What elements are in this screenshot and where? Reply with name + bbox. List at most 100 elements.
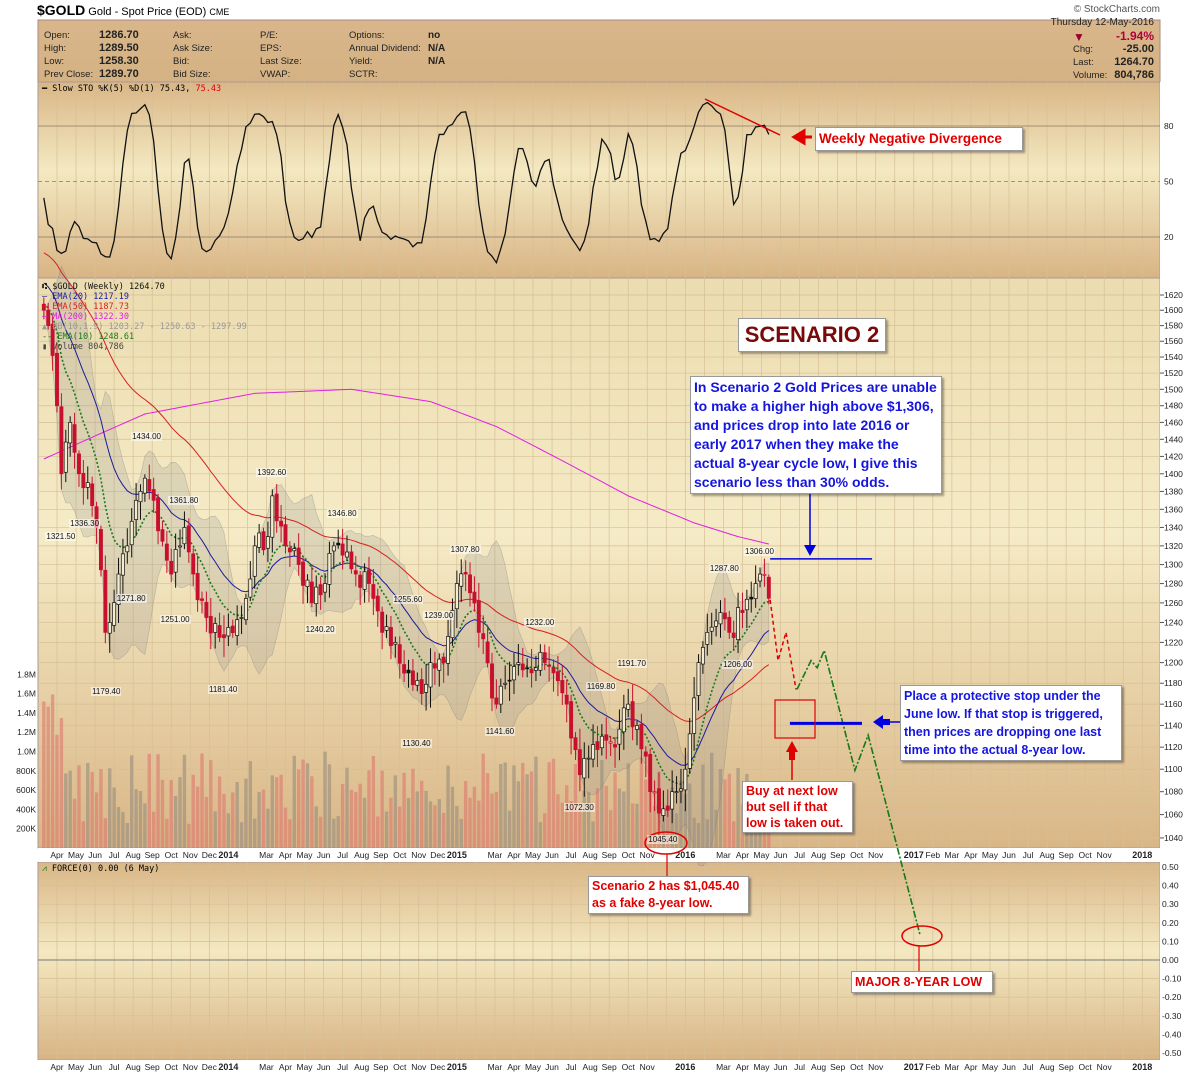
volume-bar (261, 789, 266, 848)
candle-body (700, 646, 705, 665)
price-tick-label: 1620 (1164, 290, 1183, 300)
volume-bar (494, 791, 499, 848)
month-label: Aug (126, 850, 141, 860)
month-label: Jul (337, 1062, 348, 1072)
month-label: Oct (165, 850, 179, 860)
month-label: Apr (736, 1062, 749, 1072)
candle-body (340, 543, 345, 556)
candle-body (687, 733, 692, 769)
candle-body (265, 536, 270, 549)
volume-bar (244, 778, 248, 848)
candle-body (547, 664, 552, 667)
month-label: Jun (88, 1062, 102, 1072)
volume-bar (349, 789, 354, 848)
price-tick-label: 1400 (1164, 469, 1183, 479)
volume-bar (42, 701, 46, 848)
volume-tick-label: 1.6M (17, 689, 36, 699)
candle-body (424, 683, 429, 693)
stat-value: no (428, 30, 441, 41)
volume-bar (200, 753, 204, 848)
price-legend-item: ▲ BB(10,1.9) 1203.27 - 1250.63 - 1297.99 (42, 322, 247, 332)
major-low-note: MAJOR 8-YEAR LOW (851, 971, 993, 993)
candle-body (195, 573, 200, 601)
volume-bar (389, 797, 393, 848)
candle-body (419, 679, 424, 694)
stat-label: Last Size: (260, 56, 302, 67)
candle-body (301, 561, 306, 586)
volume-bar (652, 805, 657, 848)
month-label: Jul (566, 850, 577, 860)
volume-bar (595, 788, 600, 848)
volume-bar (450, 786, 455, 848)
candle-body (758, 573, 762, 582)
price-label: 1392.60 (256, 468, 288, 478)
month-label: Apr (279, 850, 292, 860)
volume-bar (371, 755, 376, 848)
volume-bar (736, 768, 740, 848)
month-label: Dec (430, 850, 446, 860)
price-label: 1251.00 (159, 614, 191, 624)
stat-value: 804,786 (1114, 69, 1154, 81)
price-tick-label: 1200 (1164, 658, 1183, 668)
volume-bar (455, 806, 459, 848)
candle-body (248, 578, 253, 598)
month-label: Jun (545, 850, 559, 860)
month-label: May (753, 1062, 770, 1072)
stop-note: Place a protective stop under the June l… (900, 685, 1122, 761)
price-legend-item: ⑆ $GOLD (Weekly) 1264.70 (42, 282, 165, 292)
volume-bar (173, 795, 178, 848)
volume-bar (516, 781, 521, 848)
candle-body (85, 482, 90, 488)
volume-bar (310, 776, 314, 848)
stat-value: 1289.70 (99, 68, 139, 80)
candle-body (569, 701, 574, 739)
month-label: Mar (716, 850, 731, 860)
candle-body (235, 619, 240, 636)
volume-bar (696, 823, 701, 848)
price-tick-label: 1540 (1164, 352, 1183, 362)
month-label: 2017 (904, 850, 924, 860)
price-label: 1255.60 (392, 595, 424, 605)
volume-bar (551, 758, 556, 848)
up-arrow-icon (786, 741, 798, 760)
volume-bar (406, 797, 411, 848)
month-label: Jul (566, 1062, 577, 1072)
candle-body (529, 668, 534, 674)
scenario-note: In Scenario 2 Gold Prices are unable to … (690, 376, 942, 494)
candle-body (406, 669, 411, 674)
volume-bar (305, 763, 310, 848)
candle-body (107, 622, 112, 634)
candle-body (331, 545, 336, 552)
candle-body (718, 612, 723, 625)
stat-label: Prev Close: (44, 69, 94, 80)
candle-body (349, 551, 354, 570)
month-label: Sep (373, 850, 388, 860)
volume-bar (292, 755, 296, 848)
candle-body (112, 602, 117, 626)
price-label: 1306.00 (744, 546, 775, 556)
volume-bar (437, 799, 441, 848)
buy-zone-box (774, 699, 816, 739)
volume-bar (701, 764, 705, 848)
month-label: May (982, 1062, 999, 1072)
force-tick-label: 0.40 (1162, 881, 1179, 891)
month-label: Feb (926, 850, 941, 860)
price-tick-label: 1560 (1164, 336, 1183, 346)
stat-value: 1258.30 (99, 55, 139, 67)
candle-body (191, 553, 196, 575)
stoch-tick-label: 20 (1164, 232, 1174, 242)
volume-bar (226, 813, 231, 848)
instrument-name: Gold - Spot Price (EOD) (88, 6, 207, 18)
candle-body (50, 323, 55, 356)
volume-bar (59, 718, 64, 848)
volume-bar (94, 792, 99, 848)
volume-tick-label: 800K (16, 766, 36, 776)
month-label: Nov (1097, 850, 1113, 860)
candle-body (709, 626, 714, 632)
month-label: Aug (354, 850, 369, 860)
stoch-legend-value: 75.43 (195, 84, 222, 94)
candle-body (608, 741, 613, 744)
volume-bar (630, 803, 635, 848)
volume-bar (402, 772, 406, 848)
